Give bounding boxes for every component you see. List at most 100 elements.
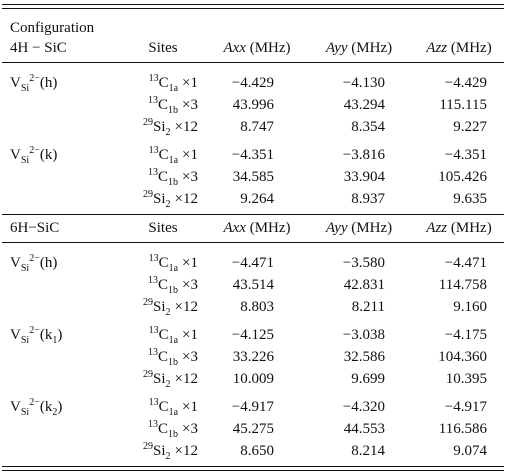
- site-sub: 1a: [168, 263, 179, 274]
- site-sub: 2: [165, 199, 171, 210]
- value-cell: −4.351: [445, 145, 487, 165]
- value-cell: 116.586: [439, 419, 487, 439]
- site-isotope: 13: [148, 347, 159, 358]
- site-mult: ×12: [174, 119, 198, 135]
- value: 8.937: [351, 191, 385, 207]
- value-cell: 9.160: [453, 297, 487, 317]
- column-name: Ayy: [325, 40, 348, 56]
- value-cell: 43.514: [233, 275, 274, 295]
- site-element: C: [158, 255, 169, 271]
- value-cell: 43.996: [233, 95, 274, 115]
- value-cell: −3.038: [343, 325, 385, 345]
- site-mult: ×1: [182, 75, 198, 91]
- site-sub: 1a: [168, 407, 179, 418]
- config-sup: 2−: [29, 325, 40, 336]
- value-cell: −4.471: [445, 253, 487, 273]
- site-sub: 1b: [168, 105, 179, 116]
- config-label: VSi2−(k1): [10, 325, 62, 346]
- site-element: C: [158, 75, 169, 91]
- site: 13C1b ×3: [148, 419, 198, 440]
- site: 13C1b ×3: [148, 95, 198, 116]
- value-cell: 32.586: [344, 347, 385, 367]
- value-cell: 8.211: [352, 297, 385, 317]
- value: 9.227: [453, 119, 487, 135]
- config-suffix: (k: [39, 327, 53, 343]
- column-header: Azz (MHz): [399, 38, 506, 58]
- value: −4.429: [231, 75, 274, 91]
- config-label: VSi2−(h): [10, 253, 57, 274]
- value: 9.264: [240, 191, 274, 207]
- value: −3.038: [342, 327, 385, 343]
- value: 43.294: [343, 97, 385, 113]
- value-cell: −4.351: [232, 145, 274, 165]
- column-unit: (MHz): [351, 40, 393, 56]
- site-isotope: 13: [148, 275, 159, 286]
- site: 13C1b ×3: [148, 347, 198, 368]
- site-isotope: 13: [148, 145, 159, 156]
- site-mult: ×3: [182, 277, 198, 293]
- section-label: 4H − SiC: [10, 38, 67, 58]
- column-header: Ayy (MHz): [299, 38, 419, 58]
- config-sup: 2−: [29, 253, 40, 264]
- column-header: Sites: [103, 218, 223, 238]
- value: 45.275: [232, 421, 274, 437]
- site-isotope: 13: [148, 167, 159, 178]
- value-cell: −4.917: [445, 397, 487, 417]
- value-cell: 8.650: [240, 441, 274, 461]
- value: 104.360: [438, 349, 487, 365]
- site-element: C: [158, 147, 169, 163]
- site-mult: ×1: [182, 327, 198, 343]
- site-isotope: 29: [143, 297, 154, 308]
- config-suffix: (k: [39, 399, 53, 415]
- section-label: 6H−SiC: [10, 218, 59, 238]
- column-name: Axx: [223, 220, 246, 236]
- config-base: V: [10, 75, 21, 91]
- config-base: V: [10, 147, 21, 163]
- rule: [2, 8, 504, 9]
- value: 9.160: [453, 299, 487, 315]
- config-suffix-sub: 2: [52, 407, 58, 418]
- column-header: Axx (MHz): [197, 218, 317, 238]
- value-cell: 105.426: [438, 167, 487, 187]
- site-isotope: 13: [148, 397, 159, 408]
- site-element: C: [158, 421, 169, 437]
- column-unit: (MHz): [351, 220, 393, 236]
- configuration-header: Configuration: [10, 20, 95, 36]
- value: 9.074: [453, 443, 487, 459]
- site-mult: ×3: [182, 169, 198, 185]
- value: 44.553: [343, 421, 385, 437]
- section-label-text: 4H − SiC: [10, 40, 67, 56]
- column-unit: (MHz): [450, 220, 492, 236]
- config-suffix-sub: 1: [52, 335, 58, 346]
- config-sup: 2−: [29, 73, 40, 84]
- value: −4.175: [444, 327, 487, 343]
- value: −4.320: [342, 399, 385, 415]
- site-mult: ×3: [182, 421, 198, 437]
- config-base: V: [10, 399, 21, 415]
- value-cell: 8.747: [240, 117, 274, 137]
- site-element: C: [158, 97, 169, 113]
- value-cell: −4.471: [232, 253, 274, 273]
- value-cell: −4.429: [445, 73, 487, 93]
- value-cell: 9.635: [453, 189, 487, 209]
- value-cell: 45.275: [233, 419, 274, 439]
- site-mult: ×3: [182, 97, 198, 113]
- site-sub: 2: [165, 307, 171, 318]
- value: −4.125: [231, 327, 274, 343]
- site-sub: 2: [165, 451, 171, 462]
- site-mult: ×12: [174, 443, 198, 459]
- value-cell: 8.214: [351, 441, 385, 461]
- site: 13C1a ×1: [149, 73, 198, 94]
- column-unit: (MHz): [450, 40, 492, 56]
- column-header: Axx (MHz): [197, 38, 317, 58]
- site-mult: ×12: [174, 371, 198, 387]
- column-header: Ayy (MHz): [299, 218, 419, 238]
- site-element: Si: [153, 191, 166, 207]
- section-label-text: 6H−SiC: [10, 220, 60, 236]
- column-unit: (MHz): [249, 40, 291, 56]
- config-suffix: (h): [39, 75, 58, 91]
- value-cell: −3.816: [343, 145, 385, 165]
- config-sub: Si: [20, 83, 30, 94]
- site: 29Si2 ×12: [143, 441, 198, 462]
